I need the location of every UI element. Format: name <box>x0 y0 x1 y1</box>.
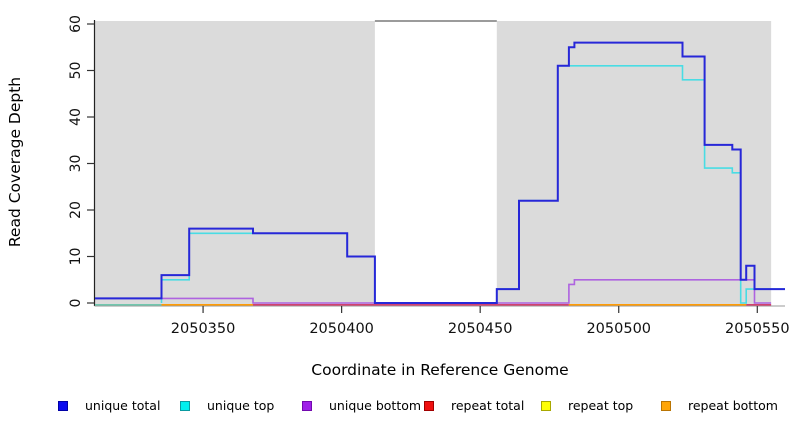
y-tick-label: 40 <box>68 108 84 126</box>
legend: unique total unique top unique bottom repea… <box>0 398 792 420</box>
legend-item-unique-top: unique top <box>180 398 274 413</box>
x-tick-label: 2050400 <box>309 321 374 337</box>
x-tick-label: 2050500 <box>586 321 651 337</box>
legend-swatch-icon <box>541 400 551 411</box>
legend-swatch-icon <box>58 400 68 411</box>
x-tick-label: 2050350 <box>171 321 236 337</box>
legend-item-unique-bottom: unique bottom <box>302 398 421 413</box>
x-tick-label: 2050550 <box>725 321 790 337</box>
legend-item-repeat-bottom: repeat bottom <box>661 398 778 413</box>
y-tick-label: 50 <box>68 62 84 80</box>
shaded-region <box>95 21 375 306</box>
legend-label: unique total <box>85 398 161 413</box>
legend-swatch-icon <box>302 400 312 411</box>
coverage-plot-canvas: 0 10 20 30 40 50 60 2050350 2050400 2050450 205050… <box>68 15 790 337</box>
legend-label: repeat bottom <box>688 398 778 413</box>
x-tick-label: 2050450 <box>448 321 513 337</box>
y-tick-label: 30 <box>68 155 84 173</box>
y-tick-label: 10 <box>68 248 84 266</box>
legend-swatch-icon <box>661 400 671 411</box>
legend-item-repeat-top: repeat top <box>541 398 633 413</box>
y-tick-label: 60 <box>68 15 84 33</box>
shaded-region <box>496 21 772 306</box>
legend-label: unique top <box>207 398 275 413</box>
legend-label: unique bottom <box>329 398 422 413</box>
legend-swatch-icon <box>180 400 190 411</box>
y-tick-label: 0 <box>68 299 84 308</box>
legend-label: repeat total <box>451 398 525 413</box>
legend-item-unique-total: unique total <box>58 398 160 413</box>
y-axis-title: Read Coverage Depth <box>6 76 24 248</box>
series-line-unique-total <box>95 41 785 304</box>
series-line-unique-bottom <box>95 279 772 304</box>
legend-label: repeat top <box>568 398 634 413</box>
legend-swatch-icon <box>424 400 434 411</box>
x-axis-title: Coordinate in Reference Genome <box>311 361 569 379</box>
y-tick-label: 20 <box>68 201 84 219</box>
legend-item-repeat-total: repeat total <box>424 398 524 413</box>
